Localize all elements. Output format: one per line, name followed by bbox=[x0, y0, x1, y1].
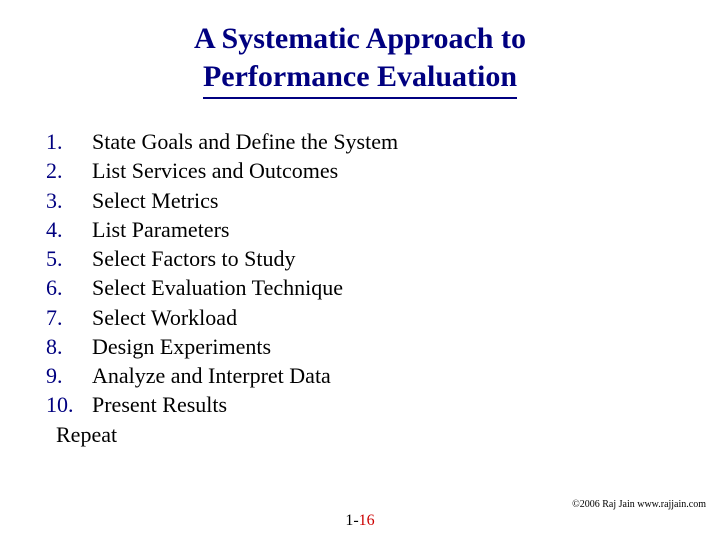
item-text: List Services and Outcomes bbox=[92, 156, 680, 185]
list-item: 2. List Services and Outcomes bbox=[46, 156, 680, 185]
list-item: 5. Select Factors to Study bbox=[46, 244, 680, 273]
list-item: 8. Design Experiments bbox=[46, 332, 680, 361]
item-text: List Parameters bbox=[92, 215, 680, 244]
slide: A Systematic Approach to Performance Eva… bbox=[0, 0, 720, 540]
copyright-text: ©2006 Raj Jain www.rajjain.com bbox=[572, 499, 706, 510]
page-num: 16 bbox=[359, 512, 375, 529]
item-text: Select Metrics bbox=[92, 186, 680, 215]
list-closing: Repeat bbox=[46, 420, 680, 449]
item-number: 4. bbox=[46, 215, 92, 244]
item-text: Select Factors to Study bbox=[92, 244, 680, 273]
title-underline: Performance Evaluation bbox=[203, 58, 517, 100]
item-text: Design Experiments bbox=[92, 332, 680, 361]
item-text: Select Workload bbox=[92, 303, 680, 332]
list-item: 6. Select Evaluation Technique bbox=[46, 273, 680, 302]
item-number: 3. bbox=[46, 186, 92, 215]
list-item: 1. State Goals and Define the System bbox=[46, 127, 680, 156]
page-prefix: 1- bbox=[345, 512, 358, 529]
item-number: 2. bbox=[46, 156, 92, 185]
item-text: State Goals and Define the System bbox=[92, 127, 680, 156]
item-number: 7. bbox=[46, 303, 92, 332]
item-number: 8. bbox=[46, 332, 92, 361]
list-item: 3. Select Metrics bbox=[46, 186, 680, 215]
slide-title: A Systematic Approach to Performance Eva… bbox=[40, 20, 680, 99]
item-text: Select Evaluation Technique bbox=[92, 273, 680, 302]
list-item: 9. Analyze and Interpret Data bbox=[46, 361, 680, 390]
item-number: 9. bbox=[46, 361, 92, 390]
numbered-list: 1. State Goals and Define the System 2. … bbox=[40, 127, 680, 449]
item-text: Present Results bbox=[92, 390, 680, 419]
item-text: Analyze and Interpret Data bbox=[92, 361, 680, 390]
item-number: 1. bbox=[46, 127, 92, 156]
page-number: 1-16 bbox=[345, 512, 374, 530]
item-number: 5. bbox=[46, 244, 92, 273]
item-number: 6. bbox=[46, 273, 92, 302]
title-line-2: Performance Evaluation bbox=[40, 58, 680, 100]
item-number: 10. bbox=[46, 390, 92, 419]
list-item: 10. Present Results bbox=[46, 390, 680, 419]
title-line-1: A Systematic Approach to bbox=[40, 20, 680, 58]
list-item: 7. Select Workload bbox=[46, 303, 680, 332]
list-item: 4. List Parameters bbox=[46, 215, 680, 244]
